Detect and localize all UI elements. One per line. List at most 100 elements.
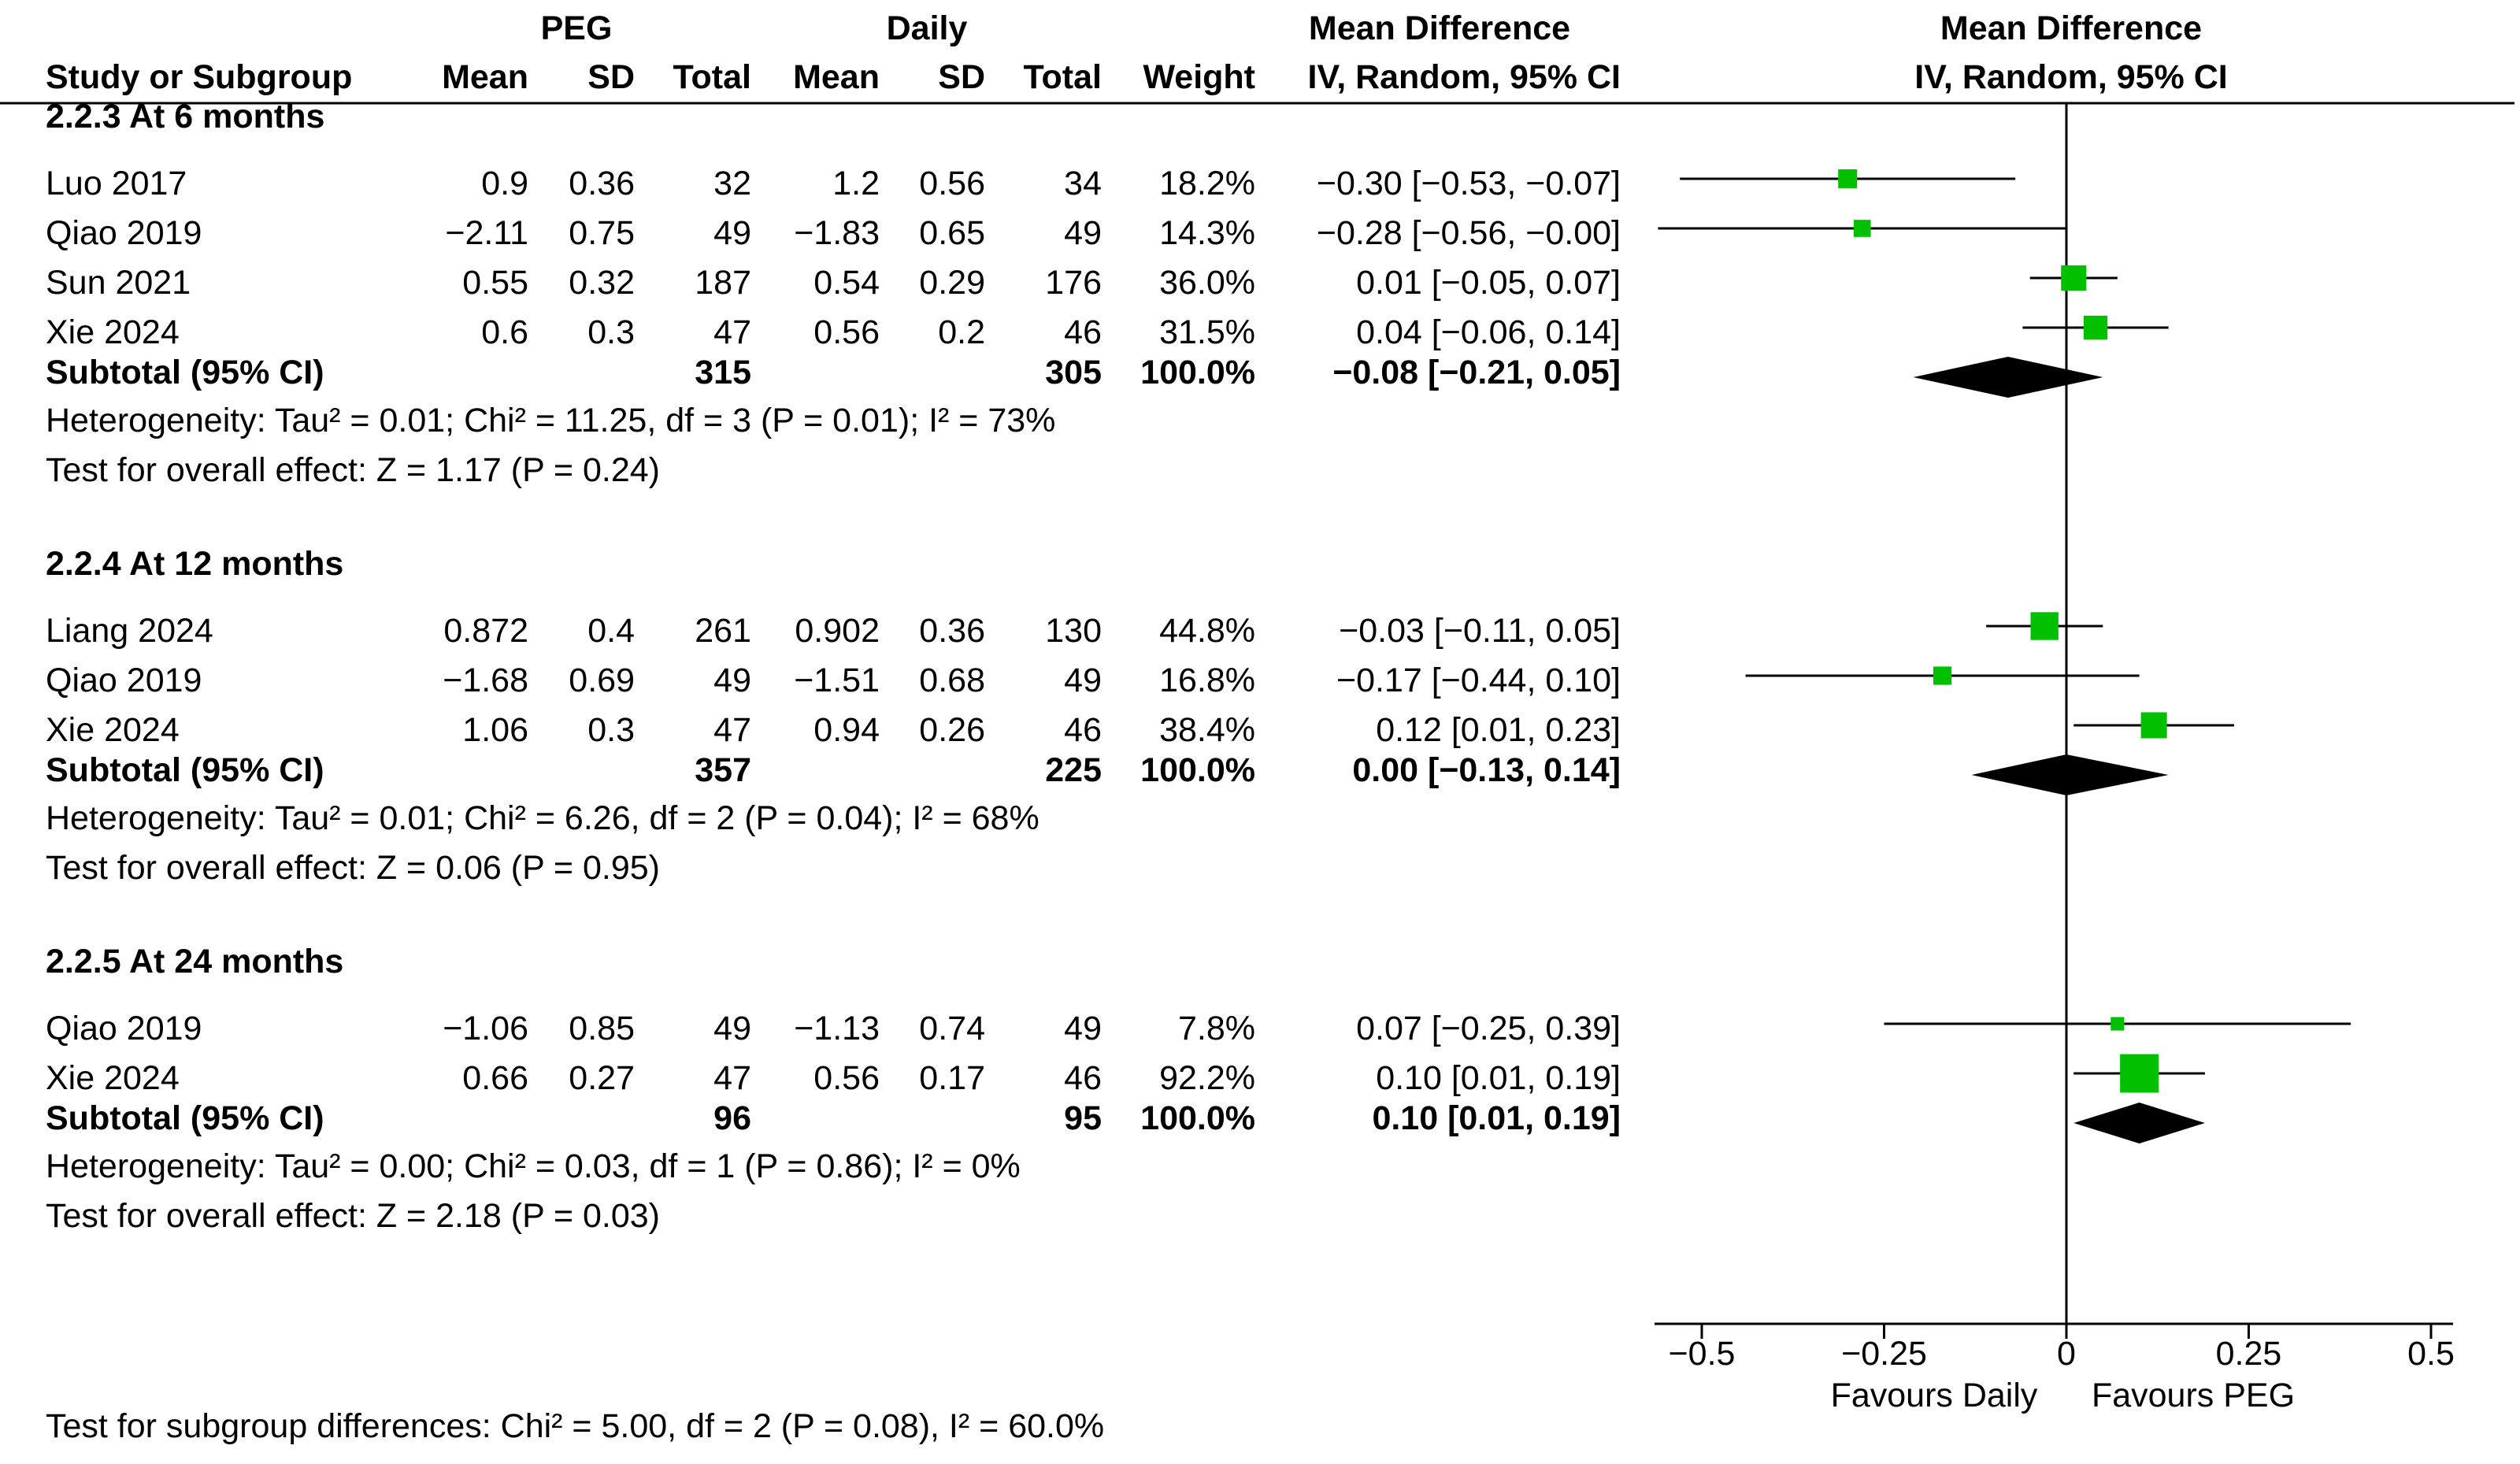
daily-total: 46 bbox=[1064, 711, 1102, 749]
peg-total: 47 bbox=[713, 1059, 751, 1097]
study-effect-ci: −0.17 [−0.44, 0.10] bbox=[1336, 662, 1621, 699]
daily-mean: 0.56 bbox=[813, 313, 880, 351]
study-weight: 14.3% bbox=[1159, 214, 1255, 252]
subtotal-daily-total: 225 bbox=[1045, 751, 1102, 789]
favours-left-label: Favours Daily bbox=[1831, 1377, 2038, 1414]
peg-sd: 0.3 bbox=[587, 313, 635, 351]
study-effect-marker bbox=[2030, 612, 2059, 640]
peg-total: 47 bbox=[713, 313, 751, 351]
subgroup-differences-test: Test for subgroup differences: Chi² = 5.… bbox=[46, 1407, 1104, 1445]
peg-sd: 0.75 bbox=[569, 214, 635, 252]
subtotal-weight: 100.0% bbox=[1140, 751, 1255, 789]
study-name: Luo 2017 bbox=[46, 165, 187, 202]
subtotal-peg-total: 96 bbox=[713, 1099, 751, 1137]
subtotal-diamond bbox=[1913, 357, 2103, 398]
daily-sd: 0.2 bbox=[938, 313, 985, 351]
study-effect-marker bbox=[2061, 265, 2087, 291]
study-row: Liang 2024 0.872 0.4 261 0.902 0.36 130 44.8% −0… bbox=[46, 612, 2103, 650]
study-effect-marker bbox=[2083, 315, 2108, 340]
peg-total: 49 bbox=[713, 662, 751, 699]
study-effect-ci: −0.03 [−0.11, 0.05] bbox=[1339, 612, 1621, 650]
peg-mean: 0.55 bbox=[462, 264, 528, 302]
study-effect-marker bbox=[1838, 169, 1858, 188]
header-col-weight: Weight bbox=[1143, 58, 1255, 96]
daily-mean: 0.56 bbox=[813, 1059, 880, 1097]
subgroup-title: 2.2.3 At 6 months bbox=[46, 98, 324, 135]
subtotal-diamond bbox=[1971, 754, 2169, 795]
x-axis-tick-label: 0 bbox=[2057, 1335, 2076, 1373]
header-col-peg-total: Total bbox=[673, 58, 751, 96]
study-name: Qiao 2019 bbox=[46, 1010, 202, 1047]
peg-mean: 0.66 bbox=[462, 1059, 528, 1097]
study-effect-ci: 0.04 [−0.06, 0.14] bbox=[1356, 313, 1621, 351]
daily-mean: −1.51 bbox=[794, 662, 880, 699]
subtotal-peg-total: 315 bbox=[695, 354, 751, 391]
daily-total: 176 bbox=[1045, 264, 1102, 302]
peg-total: 187 bbox=[695, 264, 751, 302]
subtotal-weight: 100.0% bbox=[1140, 354, 1255, 391]
header-md-method: IV, Random, 95% CI bbox=[1308, 58, 1621, 96]
study-weight: 38.4% bbox=[1159, 711, 1255, 749]
daily-mean: 0.94 bbox=[813, 711, 880, 749]
header-col-daily-sd: SD bbox=[938, 58, 985, 96]
subtotal-daily-total: 305 bbox=[1045, 354, 1102, 391]
x-axis-ticks: −0.5 −0.25 0 0.25 0.5 bbox=[1669, 1324, 2455, 1373]
daily-mean: 1.2 bbox=[832, 165, 880, 202]
subtotal-diamond bbox=[2073, 1103, 2205, 1143]
daily-sd: 0.74 bbox=[919, 1010, 985, 1047]
daily-sd: 0.17 bbox=[919, 1059, 985, 1097]
daily-sd: 0.68 bbox=[919, 662, 985, 699]
study-effect-marker bbox=[2120, 1054, 2159, 1093]
header-col-peg-mean: Mean bbox=[442, 58, 528, 96]
study-effect-ci: 0.12 [0.01, 0.23] bbox=[1376, 711, 1621, 749]
x-axis-tick-label: 0.5 bbox=[2407, 1335, 2455, 1373]
study-weight: 92.2% bbox=[1159, 1059, 1255, 1097]
subgroup-title: 2.2.5 At 24 months bbox=[46, 943, 343, 980]
study-row: Xie 2024 0.6 0.3 47 0.56 0.2 46 31.5% 0.04 [−0.0… bbox=[46, 313, 2169, 351]
study-effect-marker bbox=[1853, 220, 1871, 237]
study-name: Qiao 2019 bbox=[46, 214, 202, 252]
header-plot-title: Mean Difference bbox=[1940, 9, 2202, 47]
subgroup-block: 2.2.5 At 24 months Qiao 2019 −1.06 0.85 49 −1… bbox=[46, 943, 2351, 1235]
x-axis-tick-label: −0.25 bbox=[1841, 1335, 1927, 1373]
subgroup-block: 2.2.3 At 6 months Luo 2017 0.9 0.36 32 1.2 0.5… bbox=[46, 98, 2169, 489]
heterogeneity-stats: Heterogeneity: Tau² = 0.00; Chi² = 0.03,… bbox=[46, 1147, 1021, 1185]
peg-sd: 0.69 bbox=[569, 662, 635, 699]
overall-effect-test: Test for overall effect: Z = 2.18 (P = 0… bbox=[46, 1197, 660, 1235]
study-row: Sun 2021 0.55 0.32 187 0.54 0.29 176 36.0% 0.01 … bbox=[46, 264, 2118, 302]
study-effect-marker bbox=[1933, 666, 1952, 685]
peg-total: 49 bbox=[713, 1010, 751, 1047]
peg-mean: 0.6 bbox=[481, 313, 528, 351]
daily-total: 49 bbox=[1064, 214, 1102, 252]
study-name: Sun 2021 bbox=[46, 264, 191, 302]
study-effect-ci: 0.10 [0.01, 0.19] bbox=[1376, 1059, 1621, 1097]
daily-mean: 0.902 bbox=[795, 612, 880, 650]
study-name: Xie 2024 bbox=[46, 1059, 180, 1097]
study-weight: 36.0% bbox=[1159, 264, 1255, 302]
study-row: Qiao 2019 −1.68 0.69 49 −1.51 0.68 49 16.8% −0.1… bbox=[46, 662, 2140, 699]
subtotal-effect-ci: 0.10 [0.01, 0.19] bbox=[1372, 1099, 1621, 1137]
study-name: Xie 2024 bbox=[46, 711, 180, 749]
subtotal-label: Subtotal (95% CI) bbox=[46, 354, 324, 391]
peg-mean: −1.68 bbox=[443, 662, 528, 699]
subtotal-weight: 100.0% bbox=[1140, 1099, 1255, 1137]
subtotal-row: Subtotal (95% CI) 357 225 100.0% 0.00 [−0.13… bbox=[46, 751, 2169, 795]
peg-total: 32 bbox=[713, 165, 751, 202]
header-col-study: Study or Subgroup bbox=[46, 58, 352, 96]
peg-mean: 1.06 bbox=[462, 711, 528, 749]
subtotal-daily-total: 95 bbox=[1064, 1099, 1102, 1137]
header-group-daily: Daily bbox=[887, 9, 968, 47]
daily-total: 46 bbox=[1064, 1059, 1102, 1097]
peg-mean: 0.872 bbox=[443, 612, 528, 650]
overall-effect-test: Test for overall effect: Z = 1.17 (P = 0… bbox=[46, 451, 660, 489]
peg-mean: −1.06 bbox=[443, 1010, 528, 1047]
daily-total: 46 bbox=[1064, 313, 1102, 351]
x-axis-tick-label: −0.5 bbox=[1669, 1335, 1736, 1373]
study-weight: 7.8% bbox=[1178, 1010, 1255, 1047]
study-effect-ci: 0.07 [−0.25, 0.39] bbox=[1356, 1010, 1621, 1047]
peg-mean: −2.11 bbox=[445, 214, 528, 252]
peg-sd: 0.27 bbox=[569, 1059, 635, 1097]
subtotal-label: Subtotal (95% CI) bbox=[46, 751, 324, 789]
heterogeneity-stats: Heterogeneity: Tau² = 0.01; Chi² = 11.25… bbox=[46, 402, 1055, 439]
study-effect-marker bbox=[2110, 1017, 2125, 1031]
